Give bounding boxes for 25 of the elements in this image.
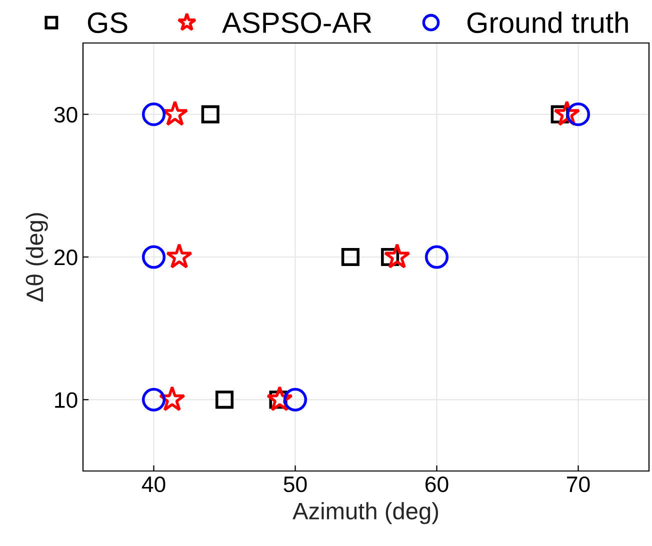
y-tick-label: 30 [54,106,78,123]
point [142,102,166,126]
x-tick-label: 50 [284,476,307,492]
legend-label: ASPSO-AR [222,12,372,34]
point [158,386,186,412]
point [142,245,166,269]
y-tick-label: 20 [54,250,78,266]
y-axis-title: Δθ (deg) [26,213,48,302]
point [162,100,188,126]
point [201,105,220,124]
x-tick-label: 40 [142,476,166,492]
point [424,245,449,269]
x-tick-label: 70 [567,476,590,492]
point [341,248,360,266]
point [215,390,234,409]
legend-label: GS [88,12,128,34]
legend-label: Ground truth [467,12,628,34]
point [384,243,410,269]
y-tick-label: 10 [55,392,78,408]
point [283,388,308,412]
point [142,388,166,412]
point [166,243,192,269]
point [566,102,590,126]
x-axis-title: Azimuth (deg) [292,502,438,524]
x-tick-label: 60 [426,476,448,492]
